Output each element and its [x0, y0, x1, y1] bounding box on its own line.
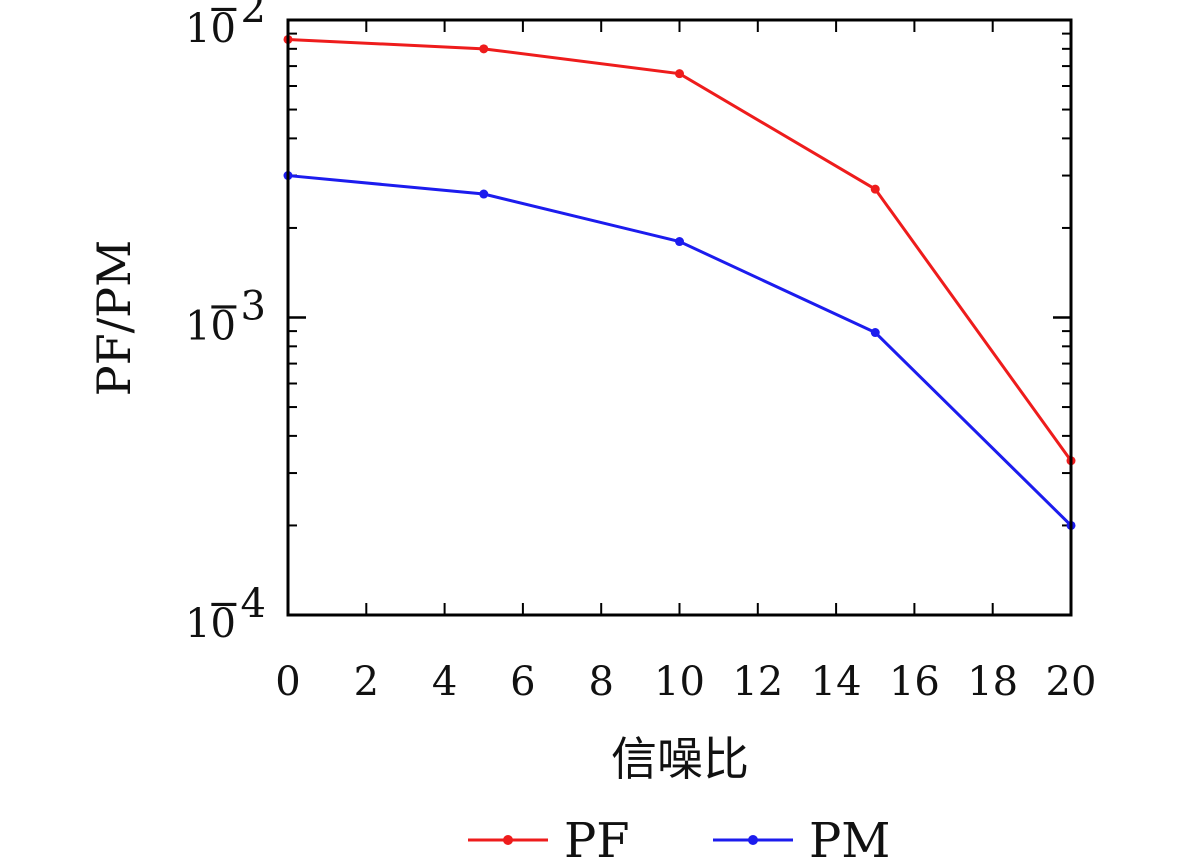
y-tick-base: 10: [185, 601, 236, 647]
y-tick-exponent: −2: [207, 0, 266, 32]
data-point-pf: [675, 69, 684, 79]
x-tick-label: 10: [654, 659, 705, 705]
series-line-pf: [287, 37, 1073, 462]
y-tick-exponent: −4: [207, 581, 266, 627]
y-tick-label: 10−3: [185, 284, 266, 350]
x-axis-title: 信噪比: [611, 732, 749, 786]
x-tick-label: 8: [588, 659, 613, 705]
x-tick-label: 2: [354, 659, 379, 705]
y-tick-label: 10−2: [185, 0, 266, 52]
y-tick-exponent: −3: [207, 284, 266, 330]
x-tick-label: 4: [432, 659, 457, 705]
x-tick-label: 20: [1046, 659, 1097, 705]
y-tick-base: 10: [185, 6, 236, 52]
data-point-pm: [870, 328, 880, 338]
legend-label: PF: [564, 813, 630, 862]
x-tick-label: 12: [732, 659, 783, 705]
legend-item-pm: PM: [713, 813, 890, 862]
y-tick-label: 10−4: [185, 581, 266, 647]
x-tick-labels: 0 2 4 6 8 10 12 14 16 18 20: [275, 659, 1096, 705]
data-point-pm: [675, 237, 684, 247]
legend-label: PM: [809, 813, 890, 862]
data-point-pf: [870, 184, 880, 194]
y-tick-labels: 10−210−310−4: [185, 0, 266, 647]
minor-ticks: [287, 18, 1072, 617]
y-tick-base: 10: [185, 304, 236, 350]
x-tick-label: 16: [889, 659, 940, 705]
legend: PF PM: [468, 813, 890, 862]
x-tick-label: 18: [967, 659, 1018, 705]
x-tick-label: 6: [510, 659, 535, 705]
legend-swatch-marker: [748, 835, 758, 845]
x-tick-label: 0: [275, 659, 300, 705]
y-axis-title: PF/PM: [87, 240, 141, 396]
plot-frame: [286, 18, 1073, 617]
legend-item-pf: PF: [468, 813, 630, 862]
series-line-pm: [287, 174, 1073, 527]
x-tick-label: 14: [811, 659, 862, 705]
data-point-pm: [479, 189, 489, 199]
legend-swatch-marker: [503, 835, 513, 845]
series-layer: [283, 34, 1076, 530]
data-point-pf: [479, 44, 489, 54]
